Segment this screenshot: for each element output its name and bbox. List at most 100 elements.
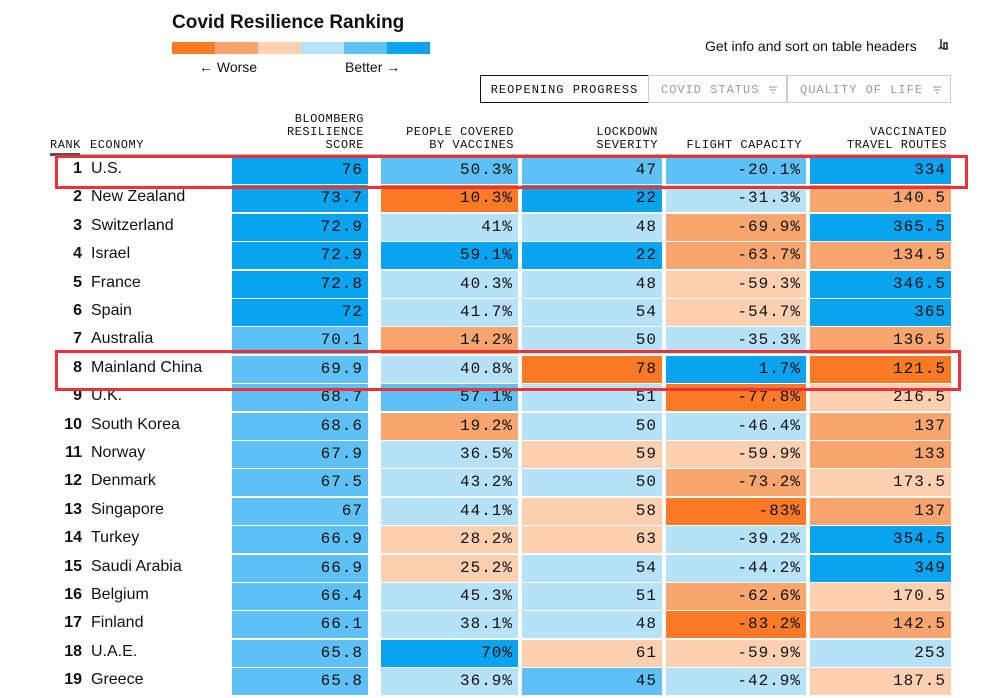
economy: Switzerland [91,216,174,234]
rank: 16 [64,586,82,603]
cell: 40.3% [381,270,518,298]
info-icon [938,39,948,50]
economy: Singapore [91,500,164,518]
legend-bar [172,42,430,54]
cell: 76 [232,157,368,184]
cell: 54 [522,299,662,326]
cell: 67.9 [232,441,368,468]
cell: 173.5 [810,469,951,497]
economy: Finland [91,614,144,632]
economy: Turkey [91,529,140,547]
cell: 28.2% [381,526,518,554]
rank: 10 [64,415,82,433]
rank: 6 [73,302,82,319]
cell: 69.9 [232,355,368,383]
cell: 72 [232,299,368,326]
economy: Greece [91,671,144,689]
economy: Saudi Arabia [91,557,182,575]
cell: -59.9% [666,639,806,667]
cell: -44.2% [666,554,806,582]
cell: 63 [522,526,662,554]
cell: 346.5 [810,270,951,298]
column-header: RANK [50,138,81,152]
rank: 9 [73,387,82,405]
cell: 365.5 [810,213,951,241]
rank: 17 [64,614,82,632]
cell: -39.2% [666,526,806,554]
cell: 22 [522,242,662,270]
rank: 14 [64,529,82,547]
cell: 66.1 [232,611,368,639]
cell: 10.3% [381,185,518,213]
cell: -35.3% [666,327,806,355]
economy: Australia [91,330,154,348]
legend-worse: ← Worse [199,59,258,75]
rank: 1 [73,160,82,177]
highlight-box [55,350,961,391]
cell: -63.7% [666,242,806,270]
economy: Denmark [91,472,156,490]
cell: 67 [232,497,368,525]
cell: 43.2% [381,469,518,497]
cell: 72.9 [232,213,368,241]
cell: -20.1% [666,157,806,184]
rank: 2 [73,188,82,206]
column-header: BLOOMBERG RESILIENCE SCORE [286,112,364,152]
cell: 50 [522,327,662,355]
tab[interactable]: REOPENING PROGRESS [480,75,649,103]
cell: 25.2% [381,554,518,582]
legend-swatch [172,42,215,54]
header-rule [50,154,951,155]
cell: 22 [522,185,662,213]
tab[interactable]: COVID STATUS [648,75,787,103]
cell: 354.5 [810,526,951,554]
cell: 365 [810,299,951,326]
economy: New Zealand [91,188,186,206]
cell: 50.3% [381,157,518,184]
title: Covid Resilience Ranking [172,12,405,33]
cell: 142.5 [810,611,951,639]
cell: 58 [522,497,662,525]
rank: 7 [73,330,82,348]
cell: 47 [522,157,662,184]
cell: 170.5 [810,583,951,610]
legend-better: Better → [345,59,401,75]
economy: Spain [91,302,132,319]
cell: 133 [810,441,951,468]
cell: -31.3% [666,185,806,213]
economy: France [91,273,141,291]
cell: 65.8 [232,639,368,667]
rank: 4 [73,245,82,263]
cell: 54 [522,554,662,582]
economy: Norway [91,444,146,461]
cell: 70.1 [232,327,368,355]
tab[interactable]: QUALITY OF LIFE [787,75,951,103]
rank: 3 [73,216,82,234]
cell: 66.9 [232,526,368,554]
cell: -62.6% [666,583,806,610]
cell: 51 [522,583,662,610]
cell: 66.4 [232,583,368,610]
cell: 59.1% [381,242,518,270]
cell: 61 [522,639,662,667]
cell: 50 [522,469,662,497]
legend-swatch [301,42,344,54]
cell: 1.7% [666,355,806,383]
legend-swatch [258,42,301,54]
cell: 66.9 [232,554,368,582]
column-header: LOCKDOWN SEVERITY [596,125,658,152]
cell: -42.9% [666,668,806,696]
cell: 334 [810,157,951,184]
cell: 73.7 [232,185,368,213]
cell: 349 [810,554,951,582]
cell: 48 [522,270,662,298]
cell: 68.6 [232,412,368,440]
cell: 48 [522,611,662,639]
cell: 40.8% [381,355,518,383]
legend-swatch [387,42,430,54]
cell: 78 [522,355,662,383]
cell: 19.2% [381,412,518,440]
dropdown-icon [933,86,941,94]
column-header: ECONOMY [90,138,144,152]
